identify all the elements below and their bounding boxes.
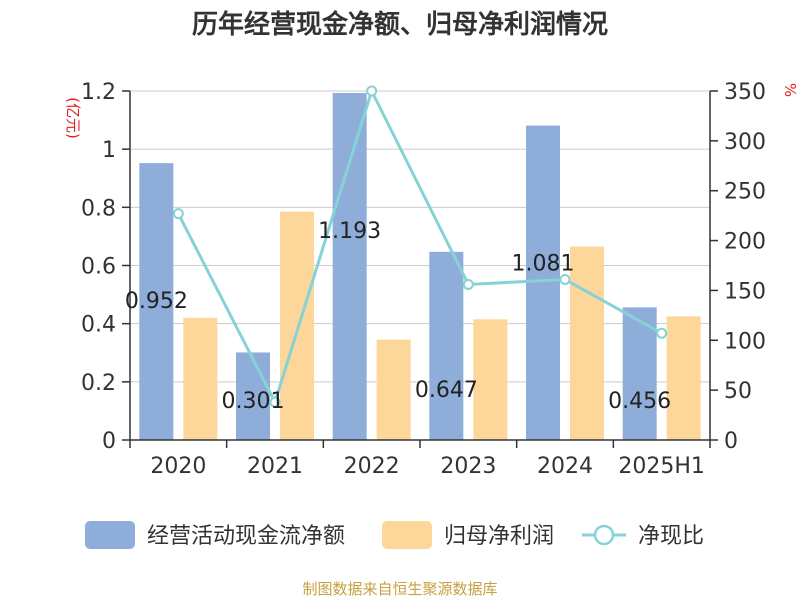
- ratio-line-path: [176, 86, 663, 407]
- right-tick-label: 150: [724, 279, 766, 304]
- left-tick-label: 0.6: [81, 255, 116, 280]
- data-label: 0.456: [608, 389, 671, 414]
- data-label: 1.081: [512, 252, 575, 277]
- right-tick-label: 250: [724, 180, 766, 205]
- x-tick-label: 2025H1: [618, 454, 705, 479]
- legend-swatch: [85, 521, 135, 549]
- chart-title: 历年经营现金净额、归母净利润情况: [192, 9, 608, 40]
- cashflow-bar: [236, 352, 270, 440]
- right-axis-unit: %: [781, 83, 799, 97]
- ratio-point: [656, 327, 668, 339]
- left-axis-unit: (亿元): [64, 97, 82, 139]
- cashflow-bar: [526, 125, 560, 441]
- bars: [139, 93, 701, 441]
- right-tick-label: 100: [724, 329, 766, 354]
- legend-marker: [593, 524, 615, 546]
- legend: 经营活动现金流净额 归母净利润 净现比: [85, 521, 704, 549]
- x-tick-label: 2022: [344, 454, 400, 479]
- data-label: 0.647: [415, 378, 478, 403]
- left-tick-label: 0.8: [81, 196, 116, 221]
- right-tick-label: 200: [724, 230, 766, 255]
- right-tick-label: 0: [724, 429, 738, 454]
- net-profit-bar: [666, 316, 701, 440]
- x-tick-label: 2021: [247, 454, 303, 479]
- left-tick-label: 1: [102, 138, 116, 163]
- net-profit-bar: [376, 339, 411, 440]
- axes: 0 0.2 0.4 0.6 0.8 1 1.2 0 50 100 150 200 250 300 350 20…: [81, 80, 766, 479]
- left-tick-label: 0.2: [81, 371, 116, 396]
- net-profit-bar: [473, 319, 508, 440]
- legend-swatch: [382, 521, 432, 549]
- gridlines: [130, 90, 710, 441]
- cashflow-bar: [429, 251, 464, 440]
- left-tick-label: 1.2: [81, 80, 116, 105]
- x-tick-label: 2024: [537, 454, 593, 479]
- net-profit-bar: [570, 246, 604, 440]
- source-note: 制图数据来自恒生聚源数据库: [302, 580, 497, 598]
- data-label: 1.193: [318, 219, 381, 244]
- data-labels: 0.952 0.301 1.193 0.647 1.081 0.456: [125, 219, 671, 414]
- ratio-point: [462, 278, 474, 290]
- ratio-point: [269, 396, 281, 408]
- ratio-line: [172, 85, 668, 408]
- right-tick-label: 350: [724, 80, 766, 105]
- data-label: 0.952: [125, 289, 188, 314]
- cashflow-bar: [622, 307, 657, 440]
- ratio-point: [559, 273, 571, 285]
- ratio-point: [366, 85, 378, 97]
- left-tick-label: 0.4: [81, 313, 116, 338]
- right-tick-label: 50: [724, 379, 752, 404]
- legend-label: 净现比: [638, 524, 704, 549]
- cashflow-bar: [332, 93, 367, 441]
- right-tick-label: 300: [724, 130, 766, 155]
- cashflow-bar: [139, 163, 174, 441]
- net-profit-bar: [183, 317, 218, 440]
- x-tick-label: 2020: [150, 454, 206, 479]
- legend-label: 归母净利润: [444, 524, 554, 549]
- net-profit-bar: [280, 211, 314, 440]
- ratio-point: [172, 208, 184, 220]
- x-tick-label: 2023: [440, 454, 496, 479]
- data-label: 0.301: [222, 389, 285, 414]
- left-tick-label: 0: [102, 429, 116, 454]
- legend-label: 经营活动现金流净额: [147, 524, 345, 549]
